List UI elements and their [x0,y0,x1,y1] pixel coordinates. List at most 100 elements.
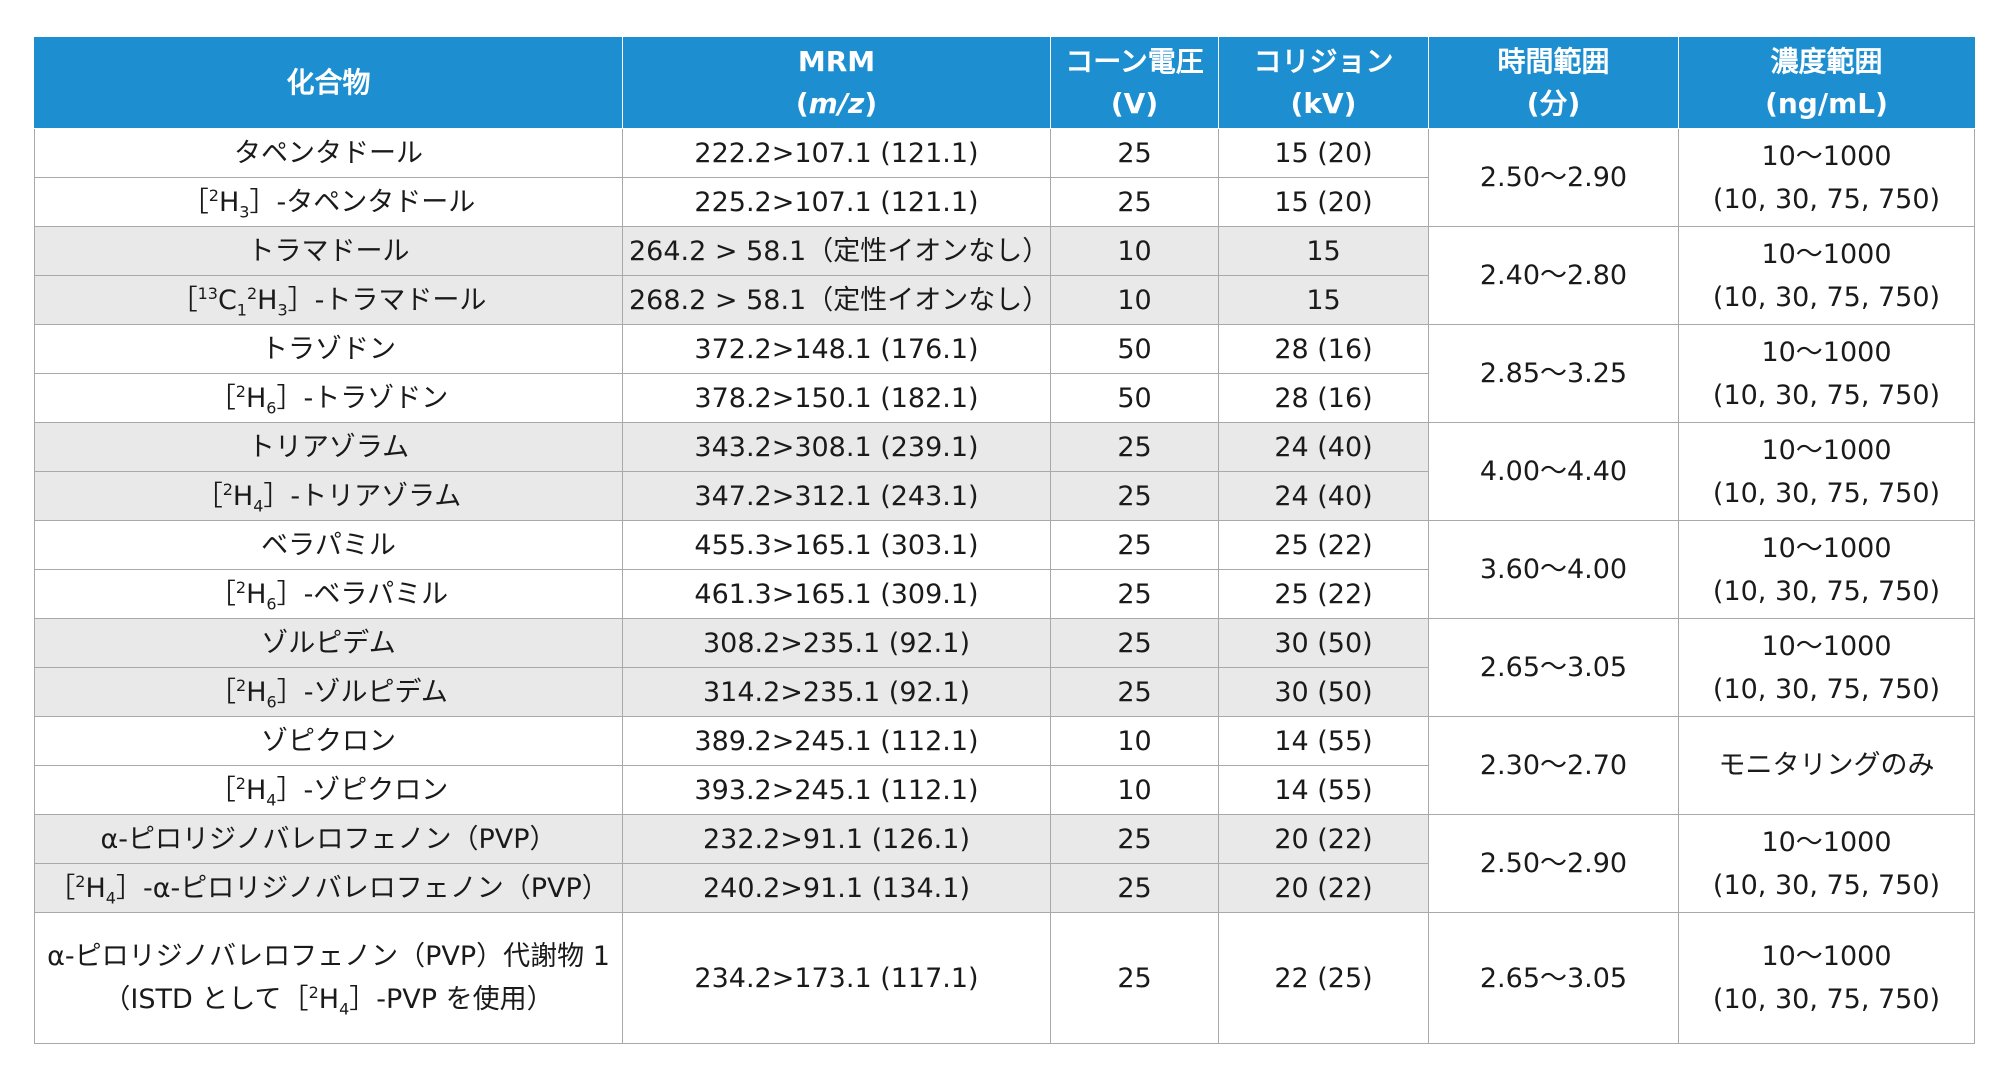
compound-cell: ゾピクロン [34,716,623,766]
compound-cell: ［2H4］-トリアゾラム [34,471,623,521]
table-row: α-ピロリジノバレロフェノン（PVP） 232.2>91.1 (126.1) 25 2… [34,814,1975,913]
table-row: ［2H4］-α-ピロリジノバレロフェノン（PVP） 240.2>91.1 (134… [34,863,1975,913]
cone-voltage-cell: 25 [1050,863,1219,913]
mrm-cell: 393.2>245.1 (112.1) [622,765,1051,815]
table-row: ［13C12H3］-トラマドール 268.2 > 58.1（定性イオンなし） 10 1… [34,275,1975,325]
collision-cell: 30 (50) [1218,618,1429,668]
table-row: トリアゾラム 343.2>308.1 (239.1) 25 24 (40) 4.00～4… [34,422,1975,521]
cone-voltage-cell: 10 [1050,765,1219,815]
concentration-range-cell: 10～1000 (10, 30, 75, 750) [1678,618,1975,717]
collision-cell: 25 (22) [1218,520,1429,570]
mrm-cell: 225.2>107.1 (121.1) [622,177,1051,227]
mrm-cell: 314.2>235.1 (92.1) [622,667,1051,717]
mrm-cell: 455.3>165.1 (303.1) [622,520,1051,570]
collision-cell: 30 (50) [1218,667,1429,717]
mrm-cell: 222.2>107.1 (121.1) [622,128,1051,178]
cone-voltage-cell: 10 [1050,226,1219,276]
table-row: ［2H3］-タペンタドール 225.2>107.1 (121.1) 25 15 (20… [34,177,1975,227]
collision-cell: 28 (16) [1218,324,1429,374]
header-time-range: 時間範囲 (分) [1428,37,1679,129]
table-header-row: 化合物 MRM (m/z) コーン電圧 (V) コリジョン (kV) 時間範囲 … [34,37,1975,129]
header-collision: コリジョン (kV) [1218,37,1429,129]
time-range-cell: 2.65～3.05 [1428,912,1679,1044]
cone-voltage-cell: 25 [1050,814,1219,864]
collision-cell: 24 (40) [1218,422,1429,472]
collision-cell: 15 [1218,226,1429,276]
compound-cell: ［2H4］-ゾピクロン [34,765,623,815]
cone-voltage-cell: 10 [1050,716,1219,766]
compound-cell: トラマドール [34,226,623,276]
cone-voltage-cell: 25 [1050,569,1219,619]
concentration-range-cell: 10～1000 (10, 30, 75, 750) [1678,520,1975,619]
mrm-cell: 240.2>91.1 (134.1) [622,863,1051,913]
concentration-range-cell: 10～1000 (10, 30, 75, 750) [1678,422,1975,521]
mrm-cell: 268.2 > 58.1（定性イオンなし） [622,275,1051,325]
cone-voltage-cell: 50 [1050,373,1219,423]
mrm-cell: 461.3>165.1 (309.1) [622,569,1051,619]
collision-cell: 22 (25) [1218,912,1429,1044]
concentration-range-cell: モニタリングのみ [1678,716,1975,815]
mrm-cell: 264.2 > 58.1（定性イオンなし） [622,226,1051,276]
collision-cell: 24 (40) [1218,471,1429,521]
collision-cell: 14 (55) [1218,716,1429,766]
compound-cell: α-ピロリジノバレロフェノン（PVP）代謝物 1 （ISTD として［2H4］-P… [34,912,623,1044]
table-row: ゾルピデム 308.2>235.1 (92.1) 25 30 (50) 2.65～3.0… [34,618,1975,717]
table-row: タペンタドール 222.2>107.1 (121.1) 25 15 (20) 2.50～… [34,128,1975,227]
collision-cell: 15 [1218,275,1429,325]
compound-cell: ［13C12H3］-トラマドール [34,275,623,325]
time-range-cell: 2.30～2.70 [1428,716,1679,815]
cone-voltage-cell: 25 [1050,128,1219,178]
concentration-range-cell: 10～1000 (10, 30, 75, 750) [1678,226,1975,325]
header-compound: 化合物 [34,37,623,129]
table-row: トラマドール 264.2 > 58.1（定性イオンなし） 10 15 2.40～2.80… [34,226,1975,325]
compound-cell: ［2H6］-トラゾドン [34,373,623,423]
time-range-cell: 2.65～3.05 [1428,618,1679,717]
time-range-cell: 4.00～4.40 [1428,422,1679,521]
cone-voltage-cell: 50 [1050,324,1219,374]
cone-voltage-cell: 25 [1050,520,1219,570]
compound-cell: ［2H6］-ゾルピデム [34,667,623,717]
header-mrm: MRM (m/z) [622,37,1051,129]
mrm-cell: 372.2>148.1 (176.1) [622,324,1051,374]
time-range-cell: 2.85～3.25 [1428,324,1679,423]
table-row: ゾピクロン 389.2>245.1 (112.1) 10 14 (55) 2.30～2.… [34,716,1975,815]
compound-cell: ベラパミル [34,520,623,570]
collision-cell: 20 (22) [1218,814,1429,864]
time-range-cell: 2.40～2.80 [1428,226,1679,325]
compound-cell: ［2H4］-α-ピロリジノバレロフェノン（PVP） [34,863,623,913]
mrm-cell: 389.2>245.1 (112.1) [622,716,1051,766]
mrm-cell: 343.2>308.1 (239.1) [622,422,1051,472]
mrm-cell: 232.2>91.1 (126.1) [622,814,1051,864]
table-row: ［2H6］-トラゾドン 378.2>150.1 (182.1) 50 28 (16) [34,373,1975,423]
compound-cell: トリアゾラム [34,422,623,472]
table-row: α-ピロリジノバレロフェノン（PVP）代謝物 1 （ISTD として［2H4］-P… [34,912,1975,1044]
compound-cell: α-ピロリジノバレロフェノン（PVP） [34,814,623,864]
cone-voltage-cell: 25 [1050,667,1219,717]
concentration-range-cell: 10～1000 (10, 30, 75, 750) [1678,814,1975,913]
cone-voltage-cell: 25 [1050,177,1219,227]
concentration-range-cell: 10～1000 (10, 30, 75, 750) [1678,912,1975,1044]
collision-cell: 15 (20) [1218,177,1429,227]
time-range-cell: 2.50～2.90 [1428,128,1679,227]
cone-voltage-cell: 25 [1050,422,1219,472]
table-row: トラゾドン 372.2>148.1 (176.1) 50 28 (16) 2.85～3.… [34,324,1975,423]
cone-voltage-cell: 25 [1050,471,1219,521]
table-row: ［2H4］-トリアゾラム 347.2>312.1 (243.1) 25 24 (40) [34,471,1975,521]
mrm-cell: 234.2>173.1 (117.1) [622,912,1051,1044]
collision-cell: 25 (22) [1218,569,1429,619]
collision-cell: 20 (22) [1218,863,1429,913]
time-range-cell: 3.60～4.00 [1428,520,1679,619]
mrm-cell: 308.2>235.1 (92.1) [622,618,1051,668]
cone-voltage-cell: 10 [1050,275,1219,325]
header-concentration-range: 濃度範囲 (ng/mL) [1678,37,1975,129]
table-row: ［2H6］-ベラパミル 461.3>165.1 (309.1) 25 25 (22) [34,569,1975,619]
compound-cell: ゾルピデム [34,618,623,668]
compound-cell: タペンタドール [34,128,623,178]
table-row: ［2H4］-ゾピクロン 393.2>245.1 (112.1) 10 14 (55) [34,765,1975,815]
collision-cell: 28 (16) [1218,373,1429,423]
table-row: ベラパミル 455.3>165.1 (303.1) 25 25 (22) 3.60～4.… [34,520,1975,619]
compound-cell: トラゾドン [34,324,623,374]
mrm-cell: 347.2>312.1 (243.1) [622,471,1051,521]
collision-cell: 14 (55) [1218,765,1429,815]
cone-voltage-cell: 25 [1050,618,1219,668]
